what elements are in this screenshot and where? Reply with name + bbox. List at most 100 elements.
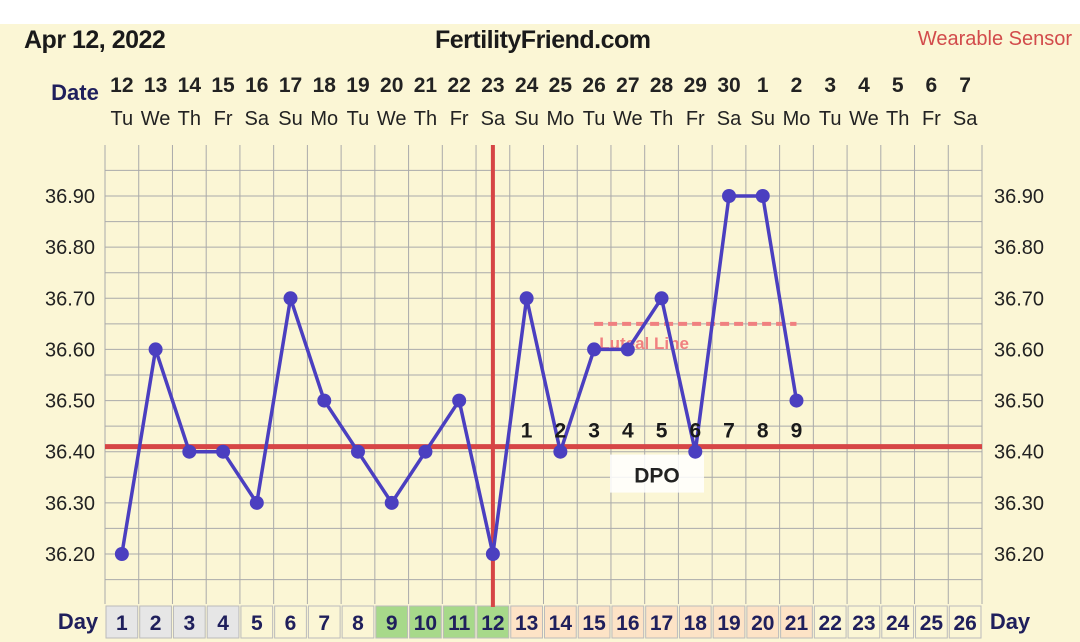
weekday-label: Tu bbox=[583, 108, 606, 130]
cycle-day-label: 22 bbox=[819, 612, 842, 635]
temperature-point[interactable] bbox=[249, 495, 264, 510]
dpo-number: 2 bbox=[555, 420, 567, 443]
temperature-point[interactable] bbox=[182, 444, 197, 459]
temperature-point[interactable] bbox=[587, 342, 602, 357]
temperature-point[interactable] bbox=[485, 547, 500, 561]
cycle-day-cell bbox=[678, 605, 712, 639]
weekday-label: We bbox=[613, 108, 643, 130]
temperature-point[interactable] bbox=[688, 444, 703, 459]
weekday-label: Sa bbox=[953, 108, 978, 130]
date-label: 23 bbox=[481, 74, 504, 97]
cycle-day-label: 23 bbox=[852, 612, 875, 635]
date-label: 5 bbox=[892, 74, 904, 97]
date-label: 7 bbox=[959, 74, 971, 97]
temperature-point[interactable] bbox=[553, 444, 568, 459]
cycle-day-cell bbox=[206, 605, 240, 639]
date-label: 2 bbox=[791, 74, 803, 97]
cycle-day-cell bbox=[442, 605, 476, 639]
temperature-point[interactable] bbox=[350, 444, 365, 459]
temperature-point[interactable] bbox=[384, 495, 399, 510]
cycle-day-label: 17 bbox=[650, 612, 673, 635]
date-label: 3 bbox=[824, 74, 836, 97]
y-tick-label-right: 36.80 bbox=[994, 237, 1044, 259]
temperature-point[interactable] bbox=[114, 547, 129, 561]
dpo-box bbox=[610, 454, 704, 493]
y-tick-label-right: 36.50 bbox=[994, 391, 1044, 413]
cycle-day-label: 2 bbox=[150, 612, 162, 635]
date-label: 17 bbox=[279, 74, 302, 97]
dpo-number: 6 bbox=[689, 420, 701, 443]
cycle-day-label: 8 bbox=[352, 612, 364, 635]
cycle-day-cell bbox=[544, 605, 577, 639]
cycle-day-label: 14 bbox=[549, 612, 573, 635]
date-label: 29 bbox=[684, 74, 707, 97]
weekday-label: Th bbox=[414, 108, 437, 130]
weekday-label: Fr bbox=[214, 108, 233, 130]
temperature-point[interactable] bbox=[317, 393, 332, 408]
y-tick-label-left: 36.70 bbox=[45, 288, 95, 310]
dpo-number: 5 bbox=[656, 420, 668, 443]
weekday-label: Su bbox=[514, 108, 538, 130]
y-tick-label-left: 36.60 bbox=[45, 339, 95, 361]
weekday-label: Mo bbox=[783, 108, 811, 130]
day-row-label-right: Day bbox=[990, 609, 1031, 634]
cycle-day-cell bbox=[915, 605, 948, 639]
cycle-day-label: 16 bbox=[616, 612, 639, 635]
y-tick-label-right: 36.70 bbox=[994, 288, 1044, 310]
cycle-day-label: 26 bbox=[953, 612, 976, 635]
y-tick-label-right: 36.60 bbox=[994, 339, 1044, 361]
date-label: 25 bbox=[549, 74, 573, 97]
cycle-day-cell bbox=[780, 605, 813, 639]
date-label: 16 bbox=[245, 74, 268, 97]
weekday-label: We bbox=[849, 108, 879, 130]
weekday-label: We bbox=[141, 108, 171, 130]
cycle-day-cell bbox=[611, 605, 645, 639]
weekday-label: Fr bbox=[922, 108, 941, 130]
wearable-sensor-label[interactable]: Wearable Sensor bbox=[917, 28, 1072, 50]
temperature-point[interactable] bbox=[216, 444, 231, 459]
weekday-label: Th bbox=[178, 108, 201, 130]
temperature-point[interactable] bbox=[654, 291, 669, 306]
day-row-label-left: Day bbox=[58, 609, 99, 634]
cycle-day-label: 25 bbox=[920, 612, 944, 635]
cycle-day-label: 10 bbox=[414, 612, 437, 635]
cycle-day-cell bbox=[341, 605, 375, 639]
temperature-point[interactable] bbox=[519, 291, 534, 306]
cycle-day-cell bbox=[712, 605, 746, 639]
cycle-day-label: 9 bbox=[386, 612, 398, 635]
dpo-number: 1 bbox=[521, 420, 533, 443]
y-tick-label-left: 36.40 bbox=[45, 442, 95, 464]
cycle-day-cell bbox=[409, 605, 442, 639]
chart-date: Apr 12, 2022 bbox=[24, 26, 166, 54]
temperature-point[interactable] bbox=[283, 291, 298, 306]
weekday-label: Mo bbox=[310, 108, 338, 130]
temperature-point[interactable] bbox=[722, 189, 737, 203]
cycle-day-label: 11 bbox=[448, 612, 471, 635]
cycle-day-cell bbox=[948, 605, 982, 639]
dpo-number: 4 bbox=[622, 420, 634, 443]
cycle-day-label: 24 bbox=[886, 612, 910, 635]
weekday-label: Sa bbox=[245, 108, 270, 130]
temperature-point[interactable] bbox=[789, 393, 804, 408]
cycle-day-label: 13 bbox=[515, 612, 538, 635]
temperature-point[interactable] bbox=[418, 444, 433, 459]
y-tick-label-right: 36.20 bbox=[994, 544, 1044, 566]
y-tick-label-left: 36.30 bbox=[45, 493, 95, 515]
temperature-point[interactable] bbox=[148, 342, 163, 357]
temperature-point[interactable] bbox=[755, 189, 770, 203]
cycle-day-label: 21 bbox=[785, 612, 809, 635]
cycle-day-label: 7 bbox=[318, 612, 330, 635]
temperature-point[interactable] bbox=[620, 342, 635, 357]
cycle-day-cell bbox=[139, 605, 172, 639]
cycle-day-label: 4 bbox=[217, 612, 229, 635]
dpo-number: 7 bbox=[723, 420, 735, 443]
temperature-point[interactable] bbox=[452, 393, 467, 408]
y-tick-label-left: 36.80 bbox=[45, 237, 95, 259]
dpo-number: 8 bbox=[757, 420, 769, 443]
date-label: 24 bbox=[515, 74, 539, 97]
cycle-day-label: 5 bbox=[251, 612, 263, 635]
dpo-number: 3 bbox=[588, 420, 600, 443]
weekday-label: Fr bbox=[450, 108, 469, 130]
